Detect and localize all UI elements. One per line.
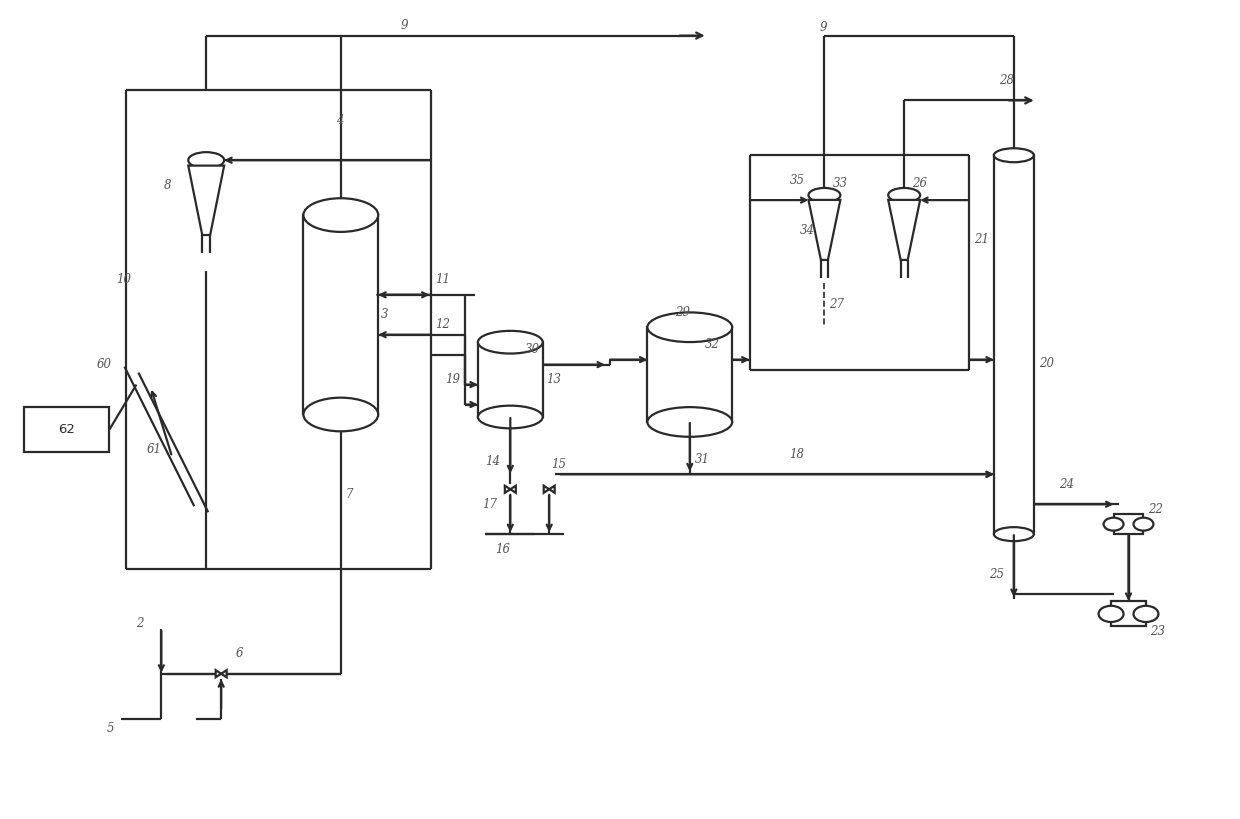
Bar [647, 328, 732, 422]
Text: 21: 21 [973, 233, 990, 247]
Ellipse shape [188, 152, 224, 169]
Polygon shape [543, 486, 549, 493]
Ellipse shape [888, 188, 920, 202]
Text: 15: 15 [552, 458, 567, 471]
Text: 31: 31 [694, 453, 709, 466]
Polygon shape [808, 200, 841, 260]
Polygon shape [888, 200, 920, 260]
Text: 62: 62 [58, 423, 76, 436]
Text: 33: 33 [832, 177, 847, 190]
Polygon shape [549, 486, 554, 493]
Text: 9: 9 [401, 19, 408, 32]
Ellipse shape [304, 398, 378, 432]
Text: 20: 20 [1039, 357, 1054, 370]
Text: 61: 61 [146, 443, 161, 456]
Text: 12: 12 [435, 319, 450, 331]
Text: 19: 19 [445, 373, 460, 386]
Text: 24: 24 [1059, 477, 1074, 491]
Polygon shape [505, 486, 511, 493]
Text: 32: 32 [704, 338, 719, 351]
Text: 29: 29 [675, 305, 689, 319]
Text: 30: 30 [526, 343, 541, 356]
Text: 35: 35 [790, 174, 805, 187]
Text: 3: 3 [381, 308, 388, 321]
Text: 18: 18 [790, 448, 805, 461]
Ellipse shape [304, 198, 378, 232]
Ellipse shape [994, 527, 1034, 541]
Ellipse shape [477, 331, 543, 354]
Text: 2: 2 [136, 618, 144, 631]
Text: 23: 23 [1151, 626, 1166, 638]
Ellipse shape [1099, 606, 1123, 622]
Text: 4: 4 [336, 114, 343, 127]
Bar [304, 215, 378, 414]
Text: 28: 28 [999, 74, 1014, 87]
Bar [25, 407, 109, 452]
Bar [1114, 514, 1143, 534]
Text: 60: 60 [97, 358, 112, 371]
Text: 22: 22 [1148, 503, 1163, 516]
Text: 13: 13 [546, 373, 560, 386]
Polygon shape [188, 165, 224, 235]
Text: 17: 17 [482, 498, 497, 511]
Ellipse shape [994, 148, 1034, 162]
Bar [477, 342, 543, 417]
Text: 9: 9 [820, 21, 827, 34]
Text: 10: 10 [117, 274, 131, 287]
Ellipse shape [808, 188, 841, 202]
Ellipse shape [477, 405, 543, 428]
Bar [1111, 601, 1146, 627]
Text: 25: 25 [990, 568, 1004, 581]
Ellipse shape [647, 407, 732, 437]
Ellipse shape [1133, 606, 1158, 622]
Ellipse shape [1133, 518, 1153, 531]
Text: 14: 14 [485, 455, 501, 468]
Polygon shape [511, 486, 516, 493]
Text: 11: 11 [435, 274, 450, 287]
Ellipse shape [647, 312, 732, 342]
Text: 16: 16 [495, 543, 511, 555]
Polygon shape [221, 670, 227, 677]
Text: 7: 7 [346, 488, 353, 500]
Polygon shape [216, 670, 221, 677]
Text: 8: 8 [164, 179, 171, 192]
Text: 34: 34 [800, 224, 815, 237]
Ellipse shape [1104, 518, 1123, 531]
Text: 5: 5 [107, 722, 114, 735]
Bar [994, 156, 1034, 534]
Text: 6: 6 [236, 647, 243, 660]
Text: 27: 27 [830, 298, 844, 311]
Text: 26: 26 [913, 177, 928, 190]
